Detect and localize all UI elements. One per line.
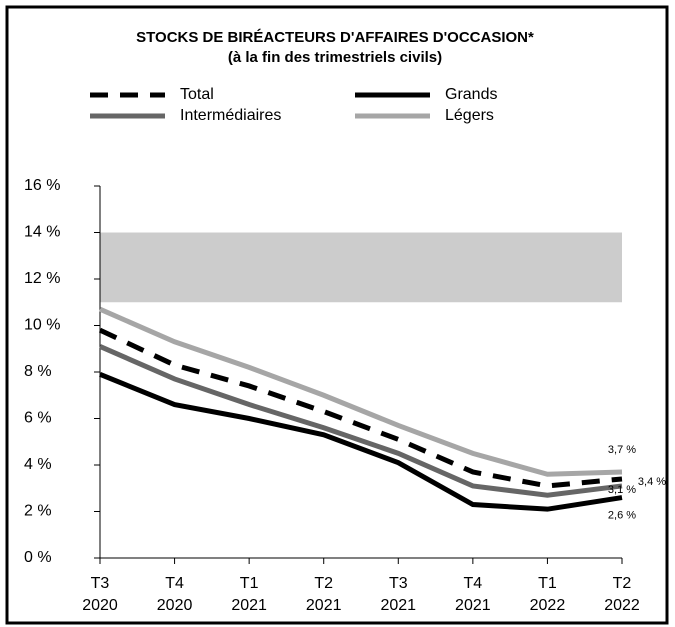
x-tick-label: 2021 xyxy=(231,597,267,614)
x-tick-label: 2022 xyxy=(604,597,640,614)
x-tick-label: T2 xyxy=(613,575,632,592)
value-label: 2,6 % xyxy=(608,509,636,521)
y-tick-label: 10 % xyxy=(24,317,60,334)
y-tick-label: 12 % xyxy=(24,270,60,287)
x-tick-label: 2021 xyxy=(455,597,491,614)
chart-subtitle: (à la fin des trimestriels civils) xyxy=(228,49,442,66)
y-tick-label: 14 % xyxy=(24,224,60,241)
shaded-range xyxy=(100,232,622,303)
x-tick-label: T4 xyxy=(165,575,184,592)
value-label: 3,4 % xyxy=(638,476,666,488)
x-tick-label: 2021 xyxy=(380,597,416,614)
chart-title: STOCKS DE BIRÉACTEURS D'AFFAIRES D'OCCAS… xyxy=(136,29,534,46)
y-tick-label: 8 % xyxy=(24,363,52,380)
legend-label: Grands xyxy=(445,86,497,103)
x-tick-label: 2020 xyxy=(82,597,118,614)
x-tick-label: 2020 xyxy=(157,597,193,614)
series-line xyxy=(98,344,623,498)
legend-label: Légers xyxy=(445,107,494,124)
y-tick-label: 2 % xyxy=(24,503,52,520)
x-tick-label: T3 xyxy=(389,575,408,592)
series-line xyxy=(98,327,623,489)
y-tick-label: 0 % xyxy=(24,549,52,566)
y-tick-label: 4 % xyxy=(24,456,52,473)
series-line xyxy=(99,372,623,512)
value-label: 3,1 % xyxy=(608,484,636,496)
x-tick-label: 2021 xyxy=(306,597,342,614)
value-label: 3,7 % xyxy=(608,444,636,456)
x-tick-label: T4 xyxy=(464,575,483,592)
series-line xyxy=(98,306,623,477)
y-tick-label: 16 % xyxy=(24,177,60,194)
x-tick-label: T1 xyxy=(538,575,557,592)
y-tick-label: 6 % xyxy=(24,410,52,427)
x-tick-label: 2022 xyxy=(530,597,566,614)
legend-label: Total xyxy=(180,86,214,103)
x-tick-label: T3 xyxy=(91,575,110,592)
legend-label: Intermédiaires xyxy=(180,107,281,124)
x-tick-label: T2 xyxy=(314,575,333,592)
x-tick-label: T1 xyxy=(240,575,259,592)
frame xyxy=(5,5,669,625)
